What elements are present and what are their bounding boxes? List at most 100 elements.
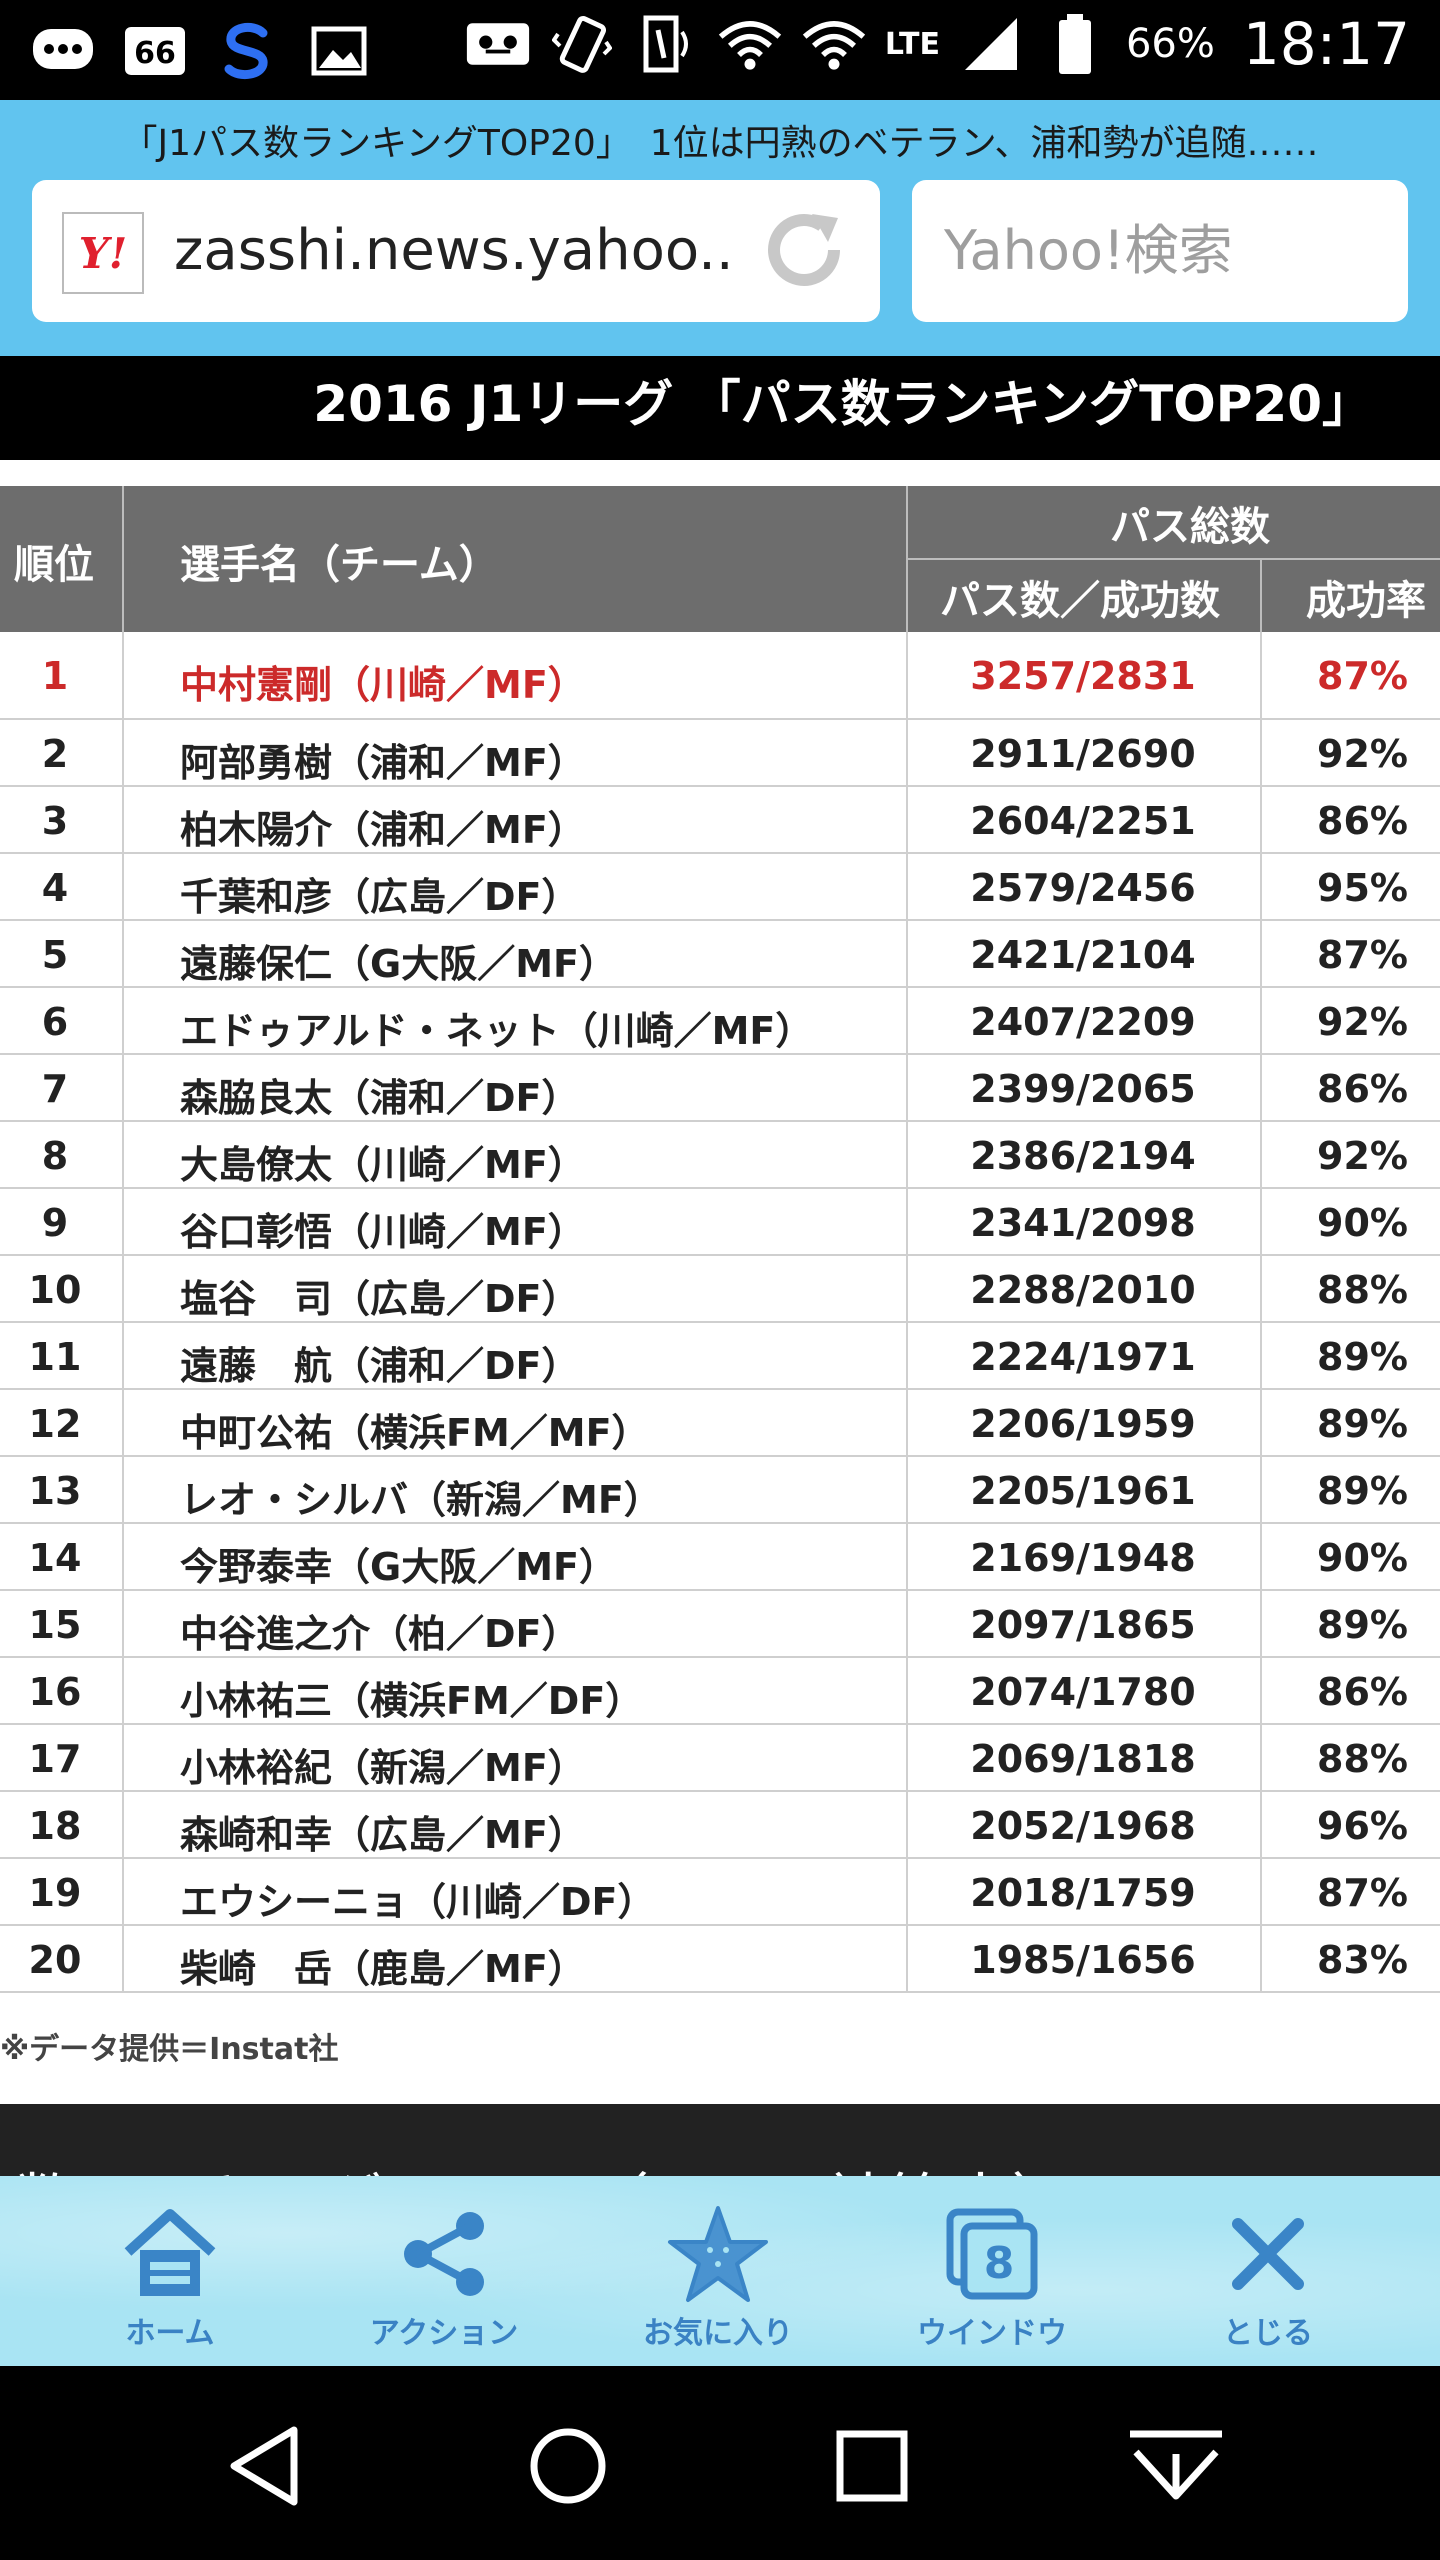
rank-cell: 12 (28, 1402, 82, 1446)
url-text[interactable]: zasshi.news.yahoo.. (174, 218, 734, 283)
success-rate-cell: 92% (1317, 1000, 1408, 1044)
table-header: 順位 選手名（チーム） パス総数 パス数／成功数 成功率 (0, 486, 1440, 632)
player-name-cell: 中谷進之介（柏／DF） (180, 1612, 580, 1656)
pass-count-cell: 2074/1780 (970, 1670, 1196, 1714)
header-pass-total: パス総数 (1110, 504, 1270, 550)
player-name-cell: 小林裕紀（新潟／MF） (180, 1746, 586, 1790)
network-type: LTE (884, 26, 940, 62)
toolbar-window-button[interactable]: 8 ウインドウ (892, 2204, 1092, 2352)
pass-count-cell: 2288/2010 (970, 1268, 1196, 1312)
header-name: 選手名（チーム） (180, 542, 499, 588)
success-rate-cell: 88% (1317, 1737, 1408, 1781)
reload-icon[interactable] (760, 208, 850, 298)
battery-icon (1042, 11, 1108, 77)
table-row: 8 大島僚太（川崎／MF） 2386/2194 92% (0, 1122, 1440, 1189)
success-rate-cell: 87% (1317, 654, 1408, 698)
pass-count-cell: 2224/1971 (970, 1335, 1196, 1379)
voicemail-icon (465, 11, 531, 77)
address-bar[interactable]: Y! zasshi.news.yahoo.. (32, 180, 880, 322)
toolbar-home-button[interactable]: ホーム (70, 2204, 270, 2352)
table-row: 20 柴崎 岳（鹿島／MF） 1985/1656 83% (0, 1926, 1440, 1993)
rank-cell: 4 (41, 866, 69, 910)
success-rate-cell: 86% (1317, 799, 1408, 843)
header-pass-count: パス数／成功数 (940, 578, 1220, 624)
column-divider (122, 632, 124, 1993)
rank-cell: 10 (28, 1268, 82, 1312)
data-saver-icon: 66 (122, 18, 188, 84)
back-icon[interactable] (214, 2416, 314, 2516)
home-icon (70, 2204, 270, 2304)
pass-count-cell: 2421/2104 (970, 933, 1196, 977)
player-name-cell: 千葉和彦（広島／DF） (180, 875, 580, 919)
success-rate-cell: 90% (1317, 1536, 1408, 1580)
image-icon (306, 18, 372, 84)
success-rate-cell: 89% (1317, 1603, 1408, 1647)
success-rate-cell: 83% (1317, 1938, 1408, 1982)
table-row: 6 エドゥアルド・ネット（川崎／MF） 2407/2209 92% (0, 988, 1440, 1055)
rank-cell: 15 (28, 1603, 82, 1647)
s-app-icon (214, 18, 280, 84)
table-row: 5 遠藤保仁（G大阪／MF） 2421/2104 87% (0, 921, 1440, 988)
player-name-cell: 柏木陽介（浦和／MF） (180, 808, 586, 852)
toolbar-action-button[interactable]: アクション (344, 2204, 544, 2352)
success-rate-cell: 92% (1317, 1134, 1408, 1178)
pass-count-cell: 2069/1818 (970, 1737, 1196, 1781)
pass-count-cell: 2399/2065 (970, 1067, 1196, 1111)
player-name-cell: 中村憲剛（川崎／MF） (180, 663, 586, 707)
search-box[interactable] (912, 180, 1408, 322)
pass-count-cell: 2169/1948 (970, 1536, 1196, 1580)
player-name-cell: 中町公祐（横浜FM／MF） (180, 1411, 650, 1455)
wifi-icon (717, 11, 783, 77)
pass-count-cell: 2206/1959 (970, 1402, 1196, 1446)
toolbar-favorites-button[interactable]: お気に入り (618, 2204, 818, 2352)
recents-icon[interactable] (822, 2416, 922, 2516)
window-count-badge: 8 (984, 2238, 1015, 2289)
home-circle-icon[interactable] (518, 2416, 618, 2516)
rank-cell: 17 (28, 1737, 82, 1781)
pass-count-cell: 1985/1656 (970, 1938, 1196, 1982)
header-divider (1260, 560, 1262, 632)
table-body: 1 中村憲剛（川崎／MF） 3257/2831 87% 2 阿部勇樹（浦和／MF） 2911… (0, 632, 1440, 1993)
player-name-cell: 今野泰幸（G大阪／MF） (180, 1545, 617, 1589)
toolbar-close-button[interactable]: とじる (1168, 2204, 1368, 2352)
pass-count-cell: 2097/1865 (970, 1603, 1196, 1647)
battery-percent: 66% (1125, 21, 1215, 67)
player-name-cell: 阿部勇樹（浦和／MF） (180, 741, 586, 785)
player-name-cell: エウシーニョ（川崎／DF） (180, 1880, 656, 1924)
success-rate-cell: 90% (1317, 1201, 1408, 1245)
toolbar-label: ホーム (125, 2316, 215, 2351)
table-row: 17 小林裕紀（新潟／MF） 2069/1818 88% (0, 1725, 1440, 1792)
rank-cell: 9 (41, 1201, 69, 1245)
table-row: 12 中町公祐（横浜FM／MF） 2206/1959 89% (0, 1390, 1440, 1457)
pass-count-cell: 2407/2209 (970, 1000, 1196, 1044)
window-icon: 8 (892, 2204, 1092, 2304)
chat-icon (30, 18, 96, 84)
player-name-cell: 谷口彰悟（川崎／MF） (180, 1210, 586, 1254)
player-name-cell: 大島僚太（川崎／MF） (180, 1143, 586, 1187)
vibrate-icon (549, 11, 615, 77)
header-divider (122, 486, 124, 632)
success-rate-cell: 86% (1317, 1670, 1408, 1714)
rank-cell: 18 (28, 1804, 82, 1848)
success-rate-cell: 95% (1317, 866, 1408, 910)
pass-count-cell: 2052/1968 (970, 1804, 1196, 1848)
svg-text:66: 66 (134, 36, 176, 71)
rank-cell: 3 (41, 799, 69, 843)
pass-count-cell: 2341/2098 (970, 1201, 1196, 1245)
table-row: 4 千葉和彦（広島／DF） 2579/2456 95% (0, 854, 1440, 921)
notification-pull-icon[interactable] (1126, 2416, 1226, 2516)
success-rate-cell: 96% (1317, 1804, 1408, 1848)
success-rate-cell: 89% (1317, 1402, 1408, 1446)
table-row: 9 谷口彰悟（川崎／MF） 2341/2098 90% (0, 1189, 1440, 1256)
player-name-cell: エドゥアルド・ネット（川崎／MF） (180, 1009, 814, 1053)
ranking-table: 順位 選手名（チーム） パス総数 パス数／成功数 成功率 1 中村憲剛（川崎／MF… (0, 486, 1440, 1993)
pass-count-cell: 2205/1961 (970, 1469, 1196, 1513)
table-row: 13 レオ・シルバ（新潟／MF） 2205/1961 89% (0, 1457, 1440, 1524)
success-rate-cell: 87% (1317, 933, 1408, 977)
rank-cell: 6 (41, 1000, 69, 1044)
rank-cell: 2 (41, 732, 69, 776)
article-banner: 2016 J1リーグ 「パス数ランキングTOP20」 (0, 356, 1440, 460)
success-rate-cell: 89% (1317, 1469, 1408, 1513)
nfc-icon (633, 11, 699, 77)
search-input[interactable] (942, 214, 1386, 286)
